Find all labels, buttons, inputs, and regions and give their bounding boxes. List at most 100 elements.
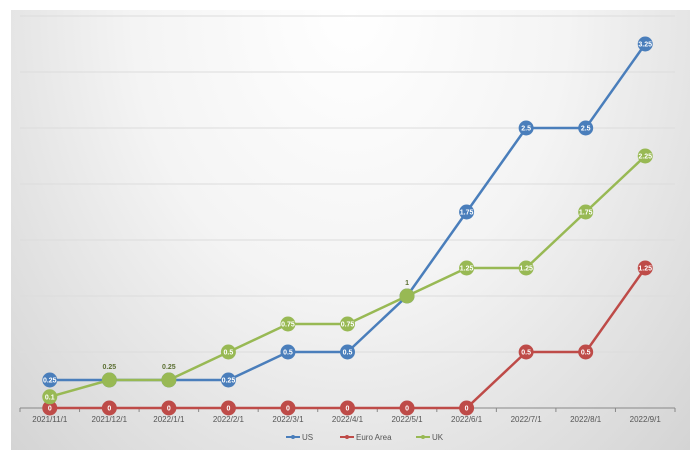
data-label: 2.5	[521, 126, 531, 133]
data-point: 0.75	[280, 316, 296, 332]
data-marker	[637, 36, 653, 52]
data-label: 1	[405, 280, 409, 287]
x-tick-label: 2022/2/1	[213, 415, 245, 424]
data-label: 0.5	[283, 350, 293, 357]
x-tick-label: 2021/12/1	[92, 415, 128, 424]
legend-label: Euro Area	[356, 433, 392, 442]
data-marker	[459, 400, 475, 416]
data-point: 2.25	[637, 148, 653, 164]
x-tick-label: 2022/8/1	[570, 415, 602, 424]
data-point: 0	[459, 400, 475, 416]
chart-area	[11, 10, 690, 450]
data-marker	[459, 260, 475, 276]
data-point: 1.25	[637, 260, 653, 276]
data-point: 0	[42, 400, 58, 416]
data-point: 0.5	[280, 344, 296, 360]
data-marker	[42, 372, 58, 388]
data-point: 0	[340, 400, 355, 416]
data-label: 0.1	[45, 394, 55, 401]
data-marker	[340, 400, 355, 416]
data-label: 0	[226, 406, 230, 413]
data-point: 0	[101, 400, 117, 416]
legend-marker	[345, 435, 349, 439]
data-marker	[42, 400, 58, 416]
data-point: 1	[399, 280, 415, 304]
series-line-euro-area	[49, 267, 647, 410]
data-point: 0	[399, 400, 415, 416]
data-marker	[518, 260, 534, 276]
x-tick-label: 2022/1/1	[153, 415, 185, 424]
data-marker	[340, 316, 355, 332]
data-marker	[280, 344, 296, 360]
data-label: 0	[405, 406, 409, 413]
data-point: 1.75	[578, 204, 594, 220]
data-label: 0.75	[281, 322, 295, 329]
data-point: 0.25	[101, 364, 117, 388]
data-marker	[518, 120, 534, 136]
data-point: 0.5	[340, 344, 355, 360]
x-tick-label: 2022/6/1	[451, 415, 483, 424]
data-label: 3.25	[638, 42, 652, 49]
data-marker	[399, 400, 415, 416]
data-point: 0.25	[42, 372, 58, 388]
series-line-uk	[49, 155, 647, 399]
data-point: 0.25	[220, 372, 236, 388]
data-marker	[161, 400, 177, 416]
data-marker	[637, 148, 653, 164]
data-label: 0.5	[224, 350, 234, 357]
data-label: 0.25	[43, 378, 57, 385]
data-point: 2.5	[578, 120, 594, 136]
data-point: 0.5	[220, 344, 236, 360]
data-point: 0.75	[340, 316, 355, 332]
data-label: 0.25	[103, 364, 117, 371]
data-label: 0.25	[222, 378, 236, 385]
data-label: 2.5	[581, 126, 591, 133]
data-label: 1.25	[519, 266, 533, 273]
data-point: 0	[161, 400, 177, 416]
x-tick-label: 2022/3/1	[272, 415, 304, 424]
data-marker	[518, 344, 534, 360]
data-label: 0.5	[581, 350, 591, 357]
data-label: 1.25	[460, 266, 474, 273]
data-marker	[459, 204, 475, 220]
data-marker	[340, 344, 355, 360]
data-label: 0	[107, 406, 111, 413]
data-point: 0.5	[518, 344, 534, 360]
data-marker	[220, 372, 236, 388]
data-marker	[637, 260, 653, 276]
legend-label: US	[302, 433, 313, 442]
x-tick-label: 2022/4/1	[332, 415, 364, 424]
x-tick-label: 2022/5/1	[391, 415, 423, 424]
legend-item-uk: UK	[416, 433, 444, 442]
legend-item-us: US	[286, 433, 313, 442]
data-label: 1.25	[638, 266, 652, 273]
data-label: 1.75	[460, 210, 474, 217]
legend-marker	[291, 435, 295, 439]
data-label: 0	[346, 406, 350, 413]
data-point: 1.75	[459, 204, 475, 220]
data-marker	[101, 400, 117, 416]
data-marker	[578, 204, 594, 220]
data-marker	[101, 372, 117, 388]
data-point: 0.1	[42, 389, 58, 405]
data-marker	[399, 288, 415, 304]
data-point: 3.25	[637, 36, 653, 52]
data-point: 1.25	[459, 260, 475, 276]
data-label: 0	[167, 406, 171, 413]
data-point: 0	[220, 400, 236, 416]
data-label: 0	[465, 406, 469, 413]
data-marker	[220, 344, 236, 360]
data-marker	[161, 372, 177, 388]
x-tick-label: 2022/9/1	[630, 415, 662, 424]
data-marker	[220, 400, 236, 416]
data-label: 0.25	[162, 364, 176, 371]
legend-item-euro-area: Euro Area	[340, 433, 392, 442]
data-point: 0.5	[578, 344, 594, 360]
x-tick-label: 2021/11/1	[32, 415, 68, 424]
data-marker	[42, 389, 58, 405]
data-label: 0.5	[521, 350, 531, 357]
data-point: 0.25	[161, 364, 177, 388]
data-label: 0	[48, 406, 52, 413]
data-marker	[280, 400, 296, 416]
